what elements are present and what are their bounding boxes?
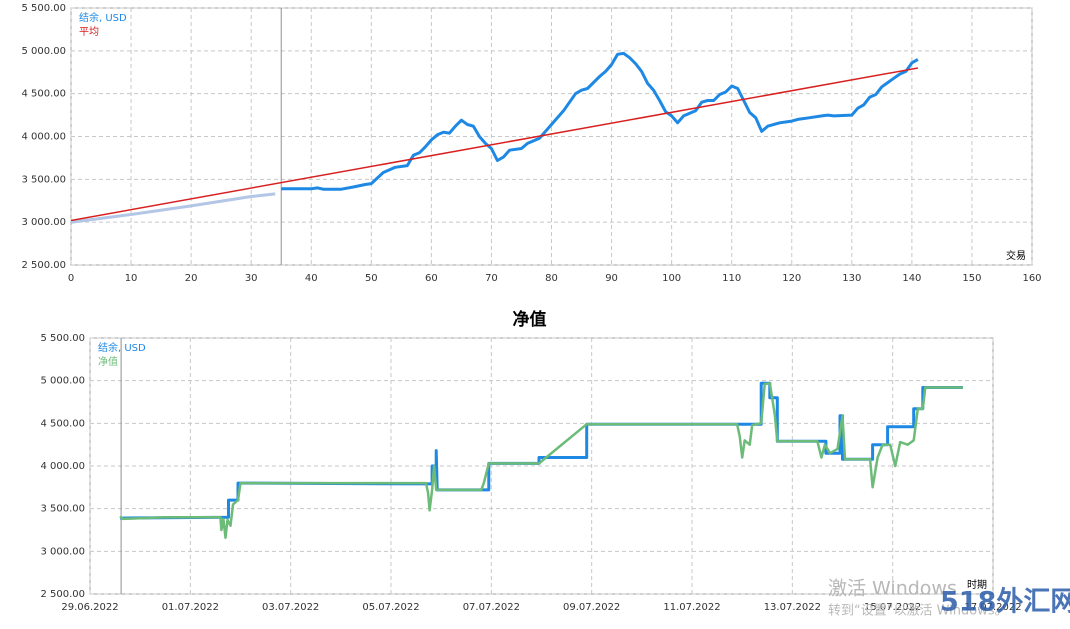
y-tick-label: 4 500.00 [21, 89, 66, 100]
x-tick-label: 05.07.2022 [362, 602, 419, 613]
y-tick-label: 2 500.00 [21, 260, 66, 271]
x-tick-label: 60 [425, 273, 438, 284]
y-tick-label: 4 000.00 [21, 132, 66, 143]
x-tick-label: 09.07.2022 [563, 602, 620, 613]
x-tick-label: 150 [962, 273, 981, 284]
x-tick-label: 03.07.2022 [262, 602, 319, 613]
charts: 2 500.00 3 000.00 3 500.00 4 000.00 4 500.00… [21, 3, 1041, 613]
legend-entry: 结余, USD [79, 11, 127, 24]
x-tick-label: 30 [245, 273, 258, 284]
watermark-hint: 转到“设置”以激活 Windows。 [828, 604, 1008, 619]
y-tick-label: 4 000.00 [40, 461, 85, 472]
legend-entry: 净值 [98, 355, 118, 368]
watermark-title: 激活 Windows [828, 578, 957, 600]
series-line [70, 67, 919, 222]
x-tick-label: 160 [1022, 273, 1041, 284]
x-tick-label: 100 [662, 273, 681, 284]
x-tick-label: 140 [902, 273, 921, 284]
x-tick-label: 90 [605, 273, 618, 284]
x-tick-label: 0 [68, 273, 74, 284]
x-tick-label: 40 [305, 273, 318, 284]
series-line [119, 381, 963, 539]
y-tick-label: 5 000.00 [40, 376, 85, 387]
x-tick-label: 07.07.2022 [463, 602, 520, 613]
x-tick-label: 110 [722, 273, 741, 284]
x-tick-label: 70 [485, 273, 498, 284]
x-tick-label: 20 [185, 273, 198, 284]
x-tick-label: 29.06.2022 [61, 602, 118, 613]
y-tick-label: 5 500.00 [40, 333, 85, 344]
y-tick-label: 3 500.00 [21, 174, 66, 185]
x-axis-label: 交易 [1006, 249, 1026, 262]
series-line [70, 192, 276, 224]
x-tick-label: 50 [365, 273, 378, 284]
series-line [281, 51, 919, 191]
y-tick-label: 5 000.00 [21, 46, 66, 57]
site-logo: 518外汇网 [940, 587, 1070, 618]
y-tick-label: 3 500.00 [40, 504, 85, 515]
chart-title: 净值 [513, 309, 547, 330]
x-tick-label: 120 [782, 273, 801, 284]
y-tick-label: 2 500.00 [40, 589, 85, 600]
y-tick-label: 3 000.00 [21, 217, 66, 228]
x-tick-label: 80 [545, 273, 558, 284]
x-tick-label: 13.07.2022 [764, 602, 821, 613]
y-tick-label: 3 000.00 [40, 546, 85, 557]
legend-entry: 平均 [79, 26, 99, 38]
legend-entry: 结余, USD [98, 341, 146, 354]
x-tick-label: 15.07.2022 [864, 602, 921, 613]
x-tick-label: 17.07.2022 [964, 602, 1021, 613]
x-tick-label: 10 [125, 273, 138, 284]
y-tick-label: 5 500.00 [21, 3, 66, 14]
x-tick-label: 130 [842, 273, 861, 284]
x-tick-label: 01.07.2022 [162, 602, 219, 613]
x-tick-label: 11.07.2022 [663, 602, 720, 613]
y-tick-label: 4 500.00 [40, 418, 85, 429]
x-axis-label: 时期 [967, 579, 987, 591]
